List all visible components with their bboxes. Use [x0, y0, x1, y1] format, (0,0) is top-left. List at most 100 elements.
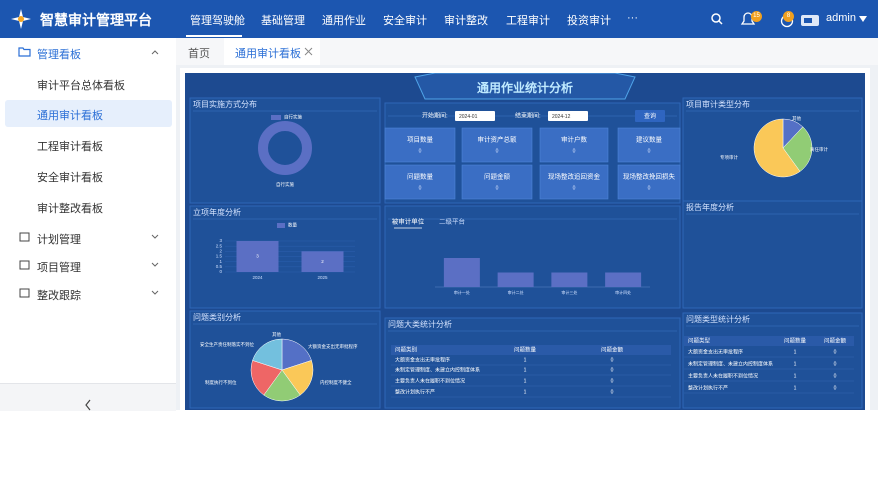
- stat-card: [384, 127, 456, 163]
- table-cell: 0: [611, 378, 614, 384]
- pie-slice: [281, 338, 312, 371]
- dashboard-title: 通用作业统计分析: [477, 80, 573, 95]
- panel: [682, 312, 863, 409]
- stat-card: [384, 164, 456, 200]
- stat-value: 0: [648, 148, 651, 154]
- label: 开始期间:: [422, 112, 448, 120]
- y-tick-label: 2: [219, 249, 222, 254]
- menu-section[interactable]: 整改跟踪: [37, 290, 81, 302]
- chevron: [151, 262, 159, 267]
- stat-value: 0: [648, 185, 651, 191]
- panel: [384, 205, 681, 309]
- legend-swatch: [271, 115, 281, 120]
- nav-item[interactable]: 通用作业: [322, 15, 366, 27]
- chevron: [151, 290, 159, 295]
- nav-item[interactable]: ···: [627, 12, 638, 24]
- table-cell: 1: [794, 361, 797, 367]
- menu-group[interactable]: 管理看板: [37, 49, 81, 61]
- tab[interactable]: 通用审计看板: [235, 48, 301, 60]
- bar: [497, 272, 534, 287]
- pie-label: 大额资金支出无审批程序: [308, 343, 358, 350]
- menu-item[interactable]: 审计平台总体看板: [37, 80, 125, 92]
- query-button[interactable]: [635, 110, 665, 122]
- menu-section[interactable]: 项目管理: [37, 262, 81, 274]
- menu-item[interactable]: 安全审计看板: [37, 172, 103, 184]
- table-cell: 整改计划执行不严: [688, 384, 728, 391]
- y-tick-label: 2.5: [216, 243, 223, 248]
- table-cell: 0: [611, 367, 614, 373]
- pie-label: 专项审计: [720, 154, 738, 161]
- tab-close[interactable]: [304, 47, 313, 56]
- stat-value: 0: [496, 148, 499, 154]
- table-cell: 大额资金支出无审批程序: [688, 348, 743, 355]
- label: 2024-01: [459, 114, 478, 120]
- stat-label: 问题金额: [484, 172, 511, 181]
- menu-item[interactable]: 通用审计看板: [37, 110, 103, 122]
- x-tick-label: 2025: [317, 275, 328, 280]
- badge: 15: [751, 11, 762, 22]
- pie-slice: [252, 338, 283, 371]
- nav-item[interactable]: 工程审计: [506, 15, 550, 27]
- pie-label: 离任审计: [810, 146, 828, 153]
- app-title: 智慧审计管理平台: [40, 12, 152, 28]
- panel-title: 项目审计类型分布: [686, 99, 750, 109]
- collapse-bar: [0, 383, 176, 411]
- legend-label: 数量: [288, 222, 297, 229]
- stat-label: 项目数量: [407, 135, 434, 144]
- y-tick-label: 0.5: [216, 264, 223, 269]
- stat-value: 0: [573, 185, 576, 191]
- table-cell: 0: [834, 385, 837, 391]
- nav-item[interactable]: 管理驾驶舱: [190, 15, 245, 27]
- table-cell: 0: [834, 349, 837, 355]
- date-input: [548, 111, 588, 121]
- y-tick-label: 1: [219, 259, 222, 264]
- nav-active: [186, 35, 242, 37]
- icon: [19, 232, 30, 242]
- table-cell: 未制定管理制度、未建立内控制度体系: [395, 366, 480, 373]
- table-cell: 1: [794, 349, 797, 355]
- caret[interactable]: [858, 15, 868, 23]
- bar: [605, 272, 642, 287]
- column-header: 问题类别: [395, 345, 417, 353]
- menu-section[interactable]: 计划管理: [37, 234, 81, 246]
- nav-item[interactable]: 投资审计: [567, 15, 611, 27]
- panel-title: 问题类别分析: [193, 312, 241, 322]
- nav-item[interactable]: 基础管理: [261, 15, 305, 27]
- column-header: 问题金额: [824, 336, 847, 344]
- menu-item[interactable]: 审计整改看板: [37, 203, 103, 215]
- pie-slice: [250, 360, 283, 396]
- folder-icon: [18, 47, 31, 57]
- user-name[interactable]: admin: [826, 12, 856, 24]
- label: 结束期间:: [515, 112, 541, 120]
- stat-card: [617, 127, 681, 163]
- bar: [236, 241, 279, 272]
- badge: 8: [783, 11, 794, 22]
- y-tick-label: 1.5: [216, 254, 223, 259]
- table-cell: 主要负责人未在履职不到位情况: [688, 372, 758, 379]
- search-icon[interactable]: [708, 10, 728, 30]
- x-tick-label: 审计一处: [454, 289, 470, 295]
- stat-card: [617, 164, 681, 200]
- avatar[interactable]: [800, 12, 822, 28]
- table-cell: 1: [524, 389, 527, 395]
- table-cell: 整改计划执行不严: [395, 388, 435, 395]
- pie-slice: [281, 360, 314, 396]
- menu-item[interactable]: 工程审计看板: [37, 141, 103, 153]
- stat-value: 0: [573, 148, 576, 154]
- bar: [443, 258, 480, 287]
- nav-item[interactable]: 安全审计: [383, 15, 427, 27]
- value-label: 3: [256, 254, 259, 259]
- stat-label: 现场整改追回资金: [548, 172, 601, 181]
- pie-label: 自行实施: [276, 181, 294, 188]
- nav-item[interactable]: 审计整改: [444, 15, 488, 27]
- panel-title: 问题大类统计分析: [388, 319, 452, 329]
- column-header: 问题数量: [784, 336, 807, 344]
- panel: [189, 97, 381, 204]
- table-cell: 1: [524, 357, 527, 363]
- stat-label: 审计户数: [561, 135, 588, 144]
- tab[interactable]: 首页: [188, 48, 210, 60]
- column-header: 问题类型: [688, 336, 711, 344]
- collapse-button[interactable]: [83, 399, 93, 411]
